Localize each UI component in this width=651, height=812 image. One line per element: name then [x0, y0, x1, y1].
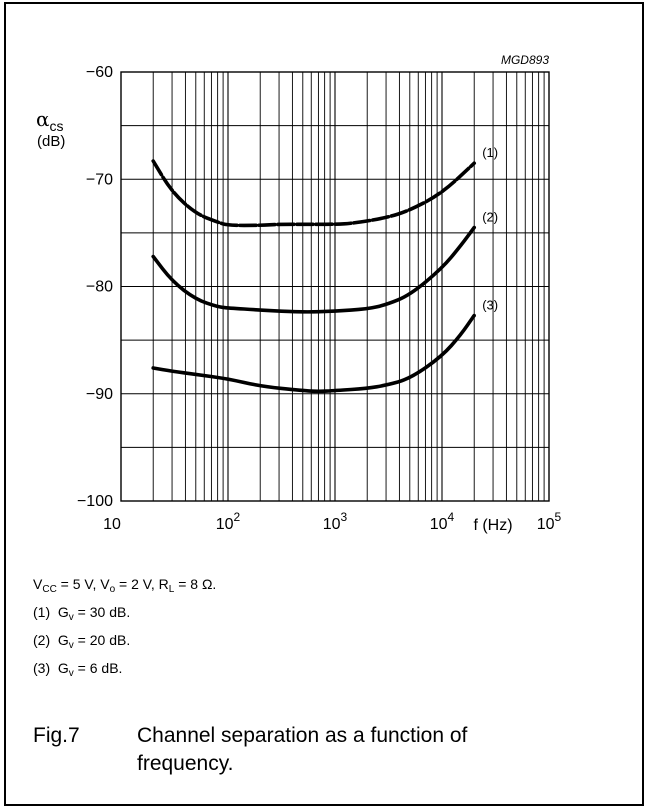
- y-axis-unit: (dB): [37, 133, 65, 150]
- x-tick-label: 10: [103, 516, 121, 533]
- note-curve-1: (1) Gv = 30 dB.: [33, 604, 131, 623]
- figure-number: Fig.7: [33, 724, 80, 747]
- series-label-2: (2): [482, 210, 498, 225]
- note-curve-3: (3) Gv = 6 dB.: [33, 660, 123, 679]
- series-label-1: (1): [482, 145, 498, 160]
- x-tick-label: 105: [537, 510, 562, 533]
- x-tick-label: 104: [430, 510, 455, 533]
- y-tick-label: −90: [86, 386, 113, 403]
- x-tick-label: 102: [216, 510, 241, 533]
- y-tick-label: −100: [77, 493, 113, 510]
- y-tick-label: −70: [86, 171, 113, 188]
- figure-code: MGD893: [501, 53, 549, 67]
- figure-frame: [4, 2, 644, 806]
- note-curve-2: (2) Gv = 20 dB.: [33, 632, 131, 651]
- series-line-2: [151, 225, 476, 314]
- chart-curves: (1) (2) (3): [151, 145, 498, 394]
- series-line-1: [151, 159, 476, 228]
- chart-grid: [120, 71, 550, 502]
- chart: (1) (2) (3) −60 −70 −80 −90 −100 10 102 103 104 105…: [36, 53, 562, 534]
- x-axis-label: f (Hz): [473, 517, 512, 534]
- series-label-3: (3): [482, 297, 498, 312]
- conditions-line: VCC = 5 V, Vo = 2 V, RL = 8 Ω.: [33, 576, 217, 595]
- x-tick-label: 103: [323, 510, 348, 533]
- y-tick-label: −60: [86, 64, 113, 81]
- series-line-3: [151, 313, 476, 394]
- plot-border: [120, 71, 550, 502]
- y-axis-label: αcs: [36, 107, 64, 134]
- chart-labels: αcs(dB) f (Hz) MGD893: [36, 53, 549, 534]
- y-tick-label: −80: [86, 279, 113, 296]
- figure-caption-text: Channel separation as a function of freq…: [137, 724, 468, 775]
- chart-tick-labels: −60 −70 −80 −90 −100 10 102 103 104 105: [77, 64, 562, 533]
